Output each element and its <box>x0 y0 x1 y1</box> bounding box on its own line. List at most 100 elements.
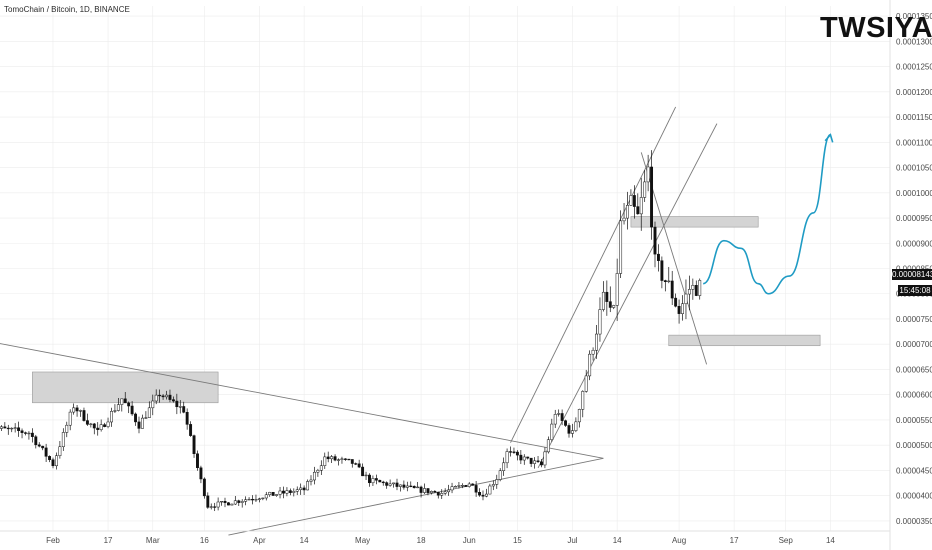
candle[interactable] <box>192 434 196 458</box>
candle[interactable] <box>196 450 199 471</box>
candle[interactable] <box>302 485 306 495</box>
candle[interactable] <box>0 425 3 431</box>
candle[interactable] <box>278 486 282 499</box>
candle[interactable] <box>505 448 509 469</box>
candle[interactable] <box>601 281 605 312</box>
candle[interactable] <box>24 431 27 436</box>
candle[interactable] <box>450 482 454 494</box>
candle[interactable] <box>326 451 330 463</box>
candle[interactable] <box>650 150 654 240</box>
candle[interactable] <box>337 458 340 466</box>
candle[interactable] <box>330 454 334 463</box>
candle[interactable] <box>519 450 523 465</box>
candle[interactable] <box>51 457 55 469</box>
candle[interactable] <box>323 452 327 469</box>
candle[interactable] <box>447 484 451 496</box>
candle[interactable] <box>419 485 423 498</box>
candle[interactable] <box>478 488 482 497</box>
candle[interactable] <box>577 408 581 428</box>
candle[interactable] <box>237 499 241 506</box>
candle[interactable] <box>474 480 478 497</box>
candle[interactable] <box>58 440 62 459</box>
candle[interactable] <box>357 459 361 469</box>
candle[interactable] <box>340 456 344 464</box>
candle[interactable] <box>175 393 179 415</box>
candle[interactable] <box>161 394 165 400</box>
candle[interactable] <box>533 457 537 469</box>
candle[interactable] <box>361 463 365 477</box>
candle[interactable] <box>230 503 234 506</box>
candle[interactable] <box>127 401 131 414</box>
candle[interactable] <box>299 483 303 495</box>
candle[interactable] <box>632 185 636 219</box>
candle[interactable] <box>429 490 433 495</box>
candle[interactable] <box>65 421 69 438</box>
candle[interactable] <box>540 459 543 468</box>
candle[interactable] <box>591 347 595 361</box>
candle[interactable] <box>378 479 382 483</box>
candle[interactable] <box>681 295 684 321</box>
candle[interactable] <box>374 474 378 485</box>
candle[interactable] <box>202 477 206 499</box>
candle[interactable] <box>271 491 275 496</box>
candle[interactable] <box>82 407 86 422</box>
candle[interactable] <box>612 304 616 310</box>
candle[interactable] <box>467 482 471 488</box>
candle[interactable] <box>292 488 296 497</box>
candle[interactable] <box>288 488 292 496</box>
candle[interactable] <box>498 468 502 482</box>
candle[interactable] <box>454 485 457 488</box>
candle[interactable] <box>409 481 413 488</box>
candle[interactable] <box>61 428 65 451</box>
candle[interactable] <box>116 397 120 412</box>
candle[interactable] <box>502 457 506 476</box>
candle[interactable] <box>646 154 650 192</box>
candle[interactable] <box>529 457 533 468</box>
candle[interactable] <box>543 447 547 469</box>
candle[interactable] <box>34 434 38 449</box>
candle[interactable] <box>306 479 310 491</box>
candle[interactable] <box>44 443 48 462</box>
candle[interactable] <box>123 392 127 404</box>
candle[interactable] <box>639 177 643 231</box>
candle[interactable] <box>226 502 230 506</box>
candle[interactable] <box>213 502 217 512</box>
candle[interactable] <box>622 203 626 225</box>
candle[interactable] <box>92 422 96 435</box>
candle[interactable] <box>178 400 182 414</box>
candle[interactable] <box>295 486 299 496</box>
candle[interactable] <box>687 275 691 311</box>
candle[interactable] <box>89 422 93 428</box>
candle[interactable] <box>605 280 609 316</box>
candles[interactable] <box>0 150 702 512</box>
candle[interactable] <box>684 279 688 320</box>
candle[interactable] <box>350 459 354 468</box>
candle[interactable] <box>677 299 681 324</box>
candle[interactable] <box>595 324 598 359</box>
candle[interactable] <box>522 454 526 465</box>
candle[interactable] <box>674 293 678 308</box>
candle[interactable] <box>643 170 647 202</box>
candle[interactable] <box>354 462 358 466</box>
candle[interactable] <box>440 489 444 500</box>
candle[interactable] <box>553 409 557 429</box>
candle[interactable] <box>223 497 227 508</box>
candle[interactable] <box>75 405 79 417</box>
candle[interactable] <box>199 465 203 484</box>
candle[interactable] <box>488 483 492 495</box>
candle[interactable] <box>567 423 571 438</box>
candle[interactable] <box>68 409 72 431</box>
candle[interactable] <box>364 471 368 481</box>
candle[interactable] <box>464 484 468 487</box>
candle[interactable] <box>312 466 316 485</box>
candle[interactable] <box>405 481 409 492</box>
candle[interactable] <box>402 480 406 490</box>
candle[interactable] <box>182 401 186 414</box>
candle[interactable] <box>436 491 440 499</box>
candle[interactable] <box>416 481 420 489</box>
candle[interactable] <box>536 456 540 463</box>
candle[interactable] <box>398 484 402 492</box>
candle[interactable] <box>443 488 447 496</box>
candle[interactable] <box>526 456 530 460</box>
candle[interactable] <box>343 458 347 461</box>
